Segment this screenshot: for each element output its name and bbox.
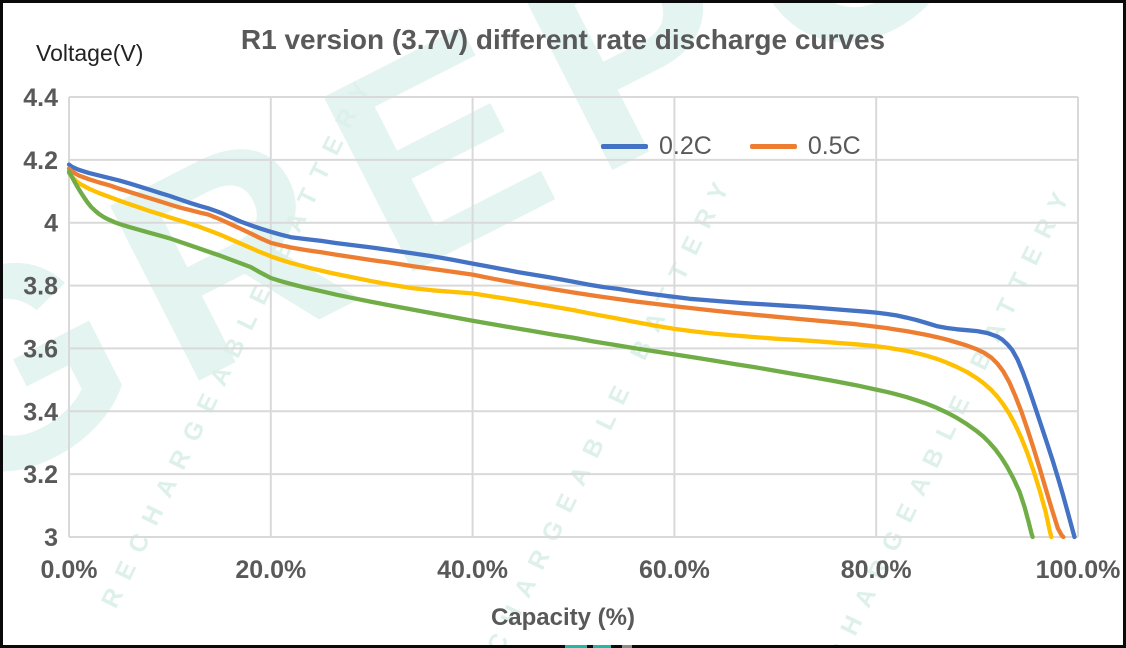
y-tick-4: 4 [44,210,58,238]
legend-item-0.5C: 0.5C [749,132,861,161]
x-tick-20.0%: 20.0% [235,556,306,584]
y-tick-4.4: 4.4 [23,84,58,112]
legend-swatch-0.2C [601,144,648,149]
y-tick-3: 3 [44,524,58,552]
y-tick-4.2: 4.2 [23,147,58,175]
legend-swatch-0.5C [749,144,797,149]
y-tick-3.6: 3.6 [23,335,58,363]
x-tick-100.0%: 100.0% [1036,556,1121,584]
y-axis-label: Voltage(V) [36,40,144,66]
legend-label-0.5C: 0.5C [807,132,861,160]
curve-series-4 [66,169,1035,540]
chart-legend: 0.2C 0.5C [601,132,861,161]
y-tick-3.8: 3.8 [23,273,58,301]
y-tick-3.2: 3.2 [23,461,58,489]
x-tick-40.0%: 40.0% [437,556,508,584]
curve-series-3 [66,170,1054,540]
curve-0.2C [66,162,1077,540]
x-axis-label: Capacity (%) [490,604,636,631]
chart-title: R1 version (3.7V) different rate dischar… [240,24,886,55]
x-tick-80.0%: 80.0% [841,556,912,584]
curve-0.5C [66,166,1066,540]
y-tick-3.4: 3.4 [23,398,58,426]
x-tick-60.0%: 60.0% [639,556,710,584]
legend-item-0.2C: 0.2C [601,132,712,161]
x-tick-0.0%: 0.0% [41,556,98,584]
legend-label-0.2C: 0.2C [659,132,712,160]
